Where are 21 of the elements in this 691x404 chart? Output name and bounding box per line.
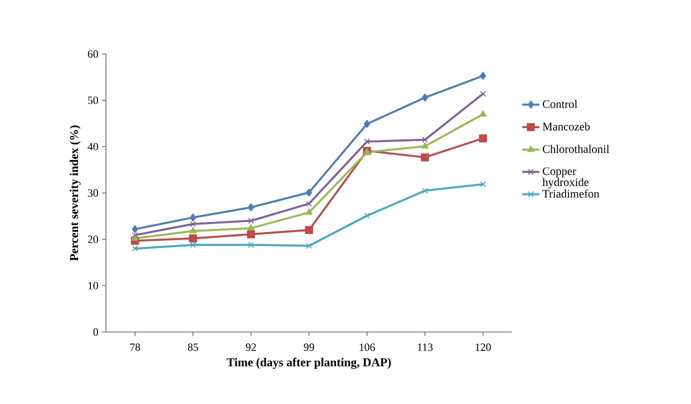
legend-label: Triadimefon	[542, 189, 600, 198]
legend-label: Chlorothalonil	[542, 144, 610, 153]
y-tick-label: 20	[88, 236, 98, 244]
x-axis-title: Time (days after planting, DAP)	[226, 358, 391, 369]
y-tick-label: 50	[88, 96, 98, 104]
x-tick-label: 120	[476, 344, 491, 351]
y-axis-title: Percent severity index (%)	[70, 125, 81, 261]
x-tick-label: 106	[360, 344, 375, 351]
legend-label: Mancozeb	[542, 122, 590, 130]
x-tick-label: 113	[418, 344, 433, 351]
x-tick-label: 99	[304, 344, 314, 351]
x-tick-label: 85	[188, 344, 198, 351]
x-tick-label: 78	[130, 344, 140, 351]
y-tick-label: 40	[88, 142, 98, 150]
x-tick-label: 92	[246, 344, 256, 351]
legend-label: Control	[542, 100, 578, 108]
y-tick-label: 30	[88, 189, 98, 197]
y-tick-label: 10	[88, 282, 98, 290]
y-tick-label: 60	[88, 50, 98, 58]
y-tick-label: 0	[93, 328, 98, 336]
legend-label: Copper hydroxide	[542, 167, 589, 188]
